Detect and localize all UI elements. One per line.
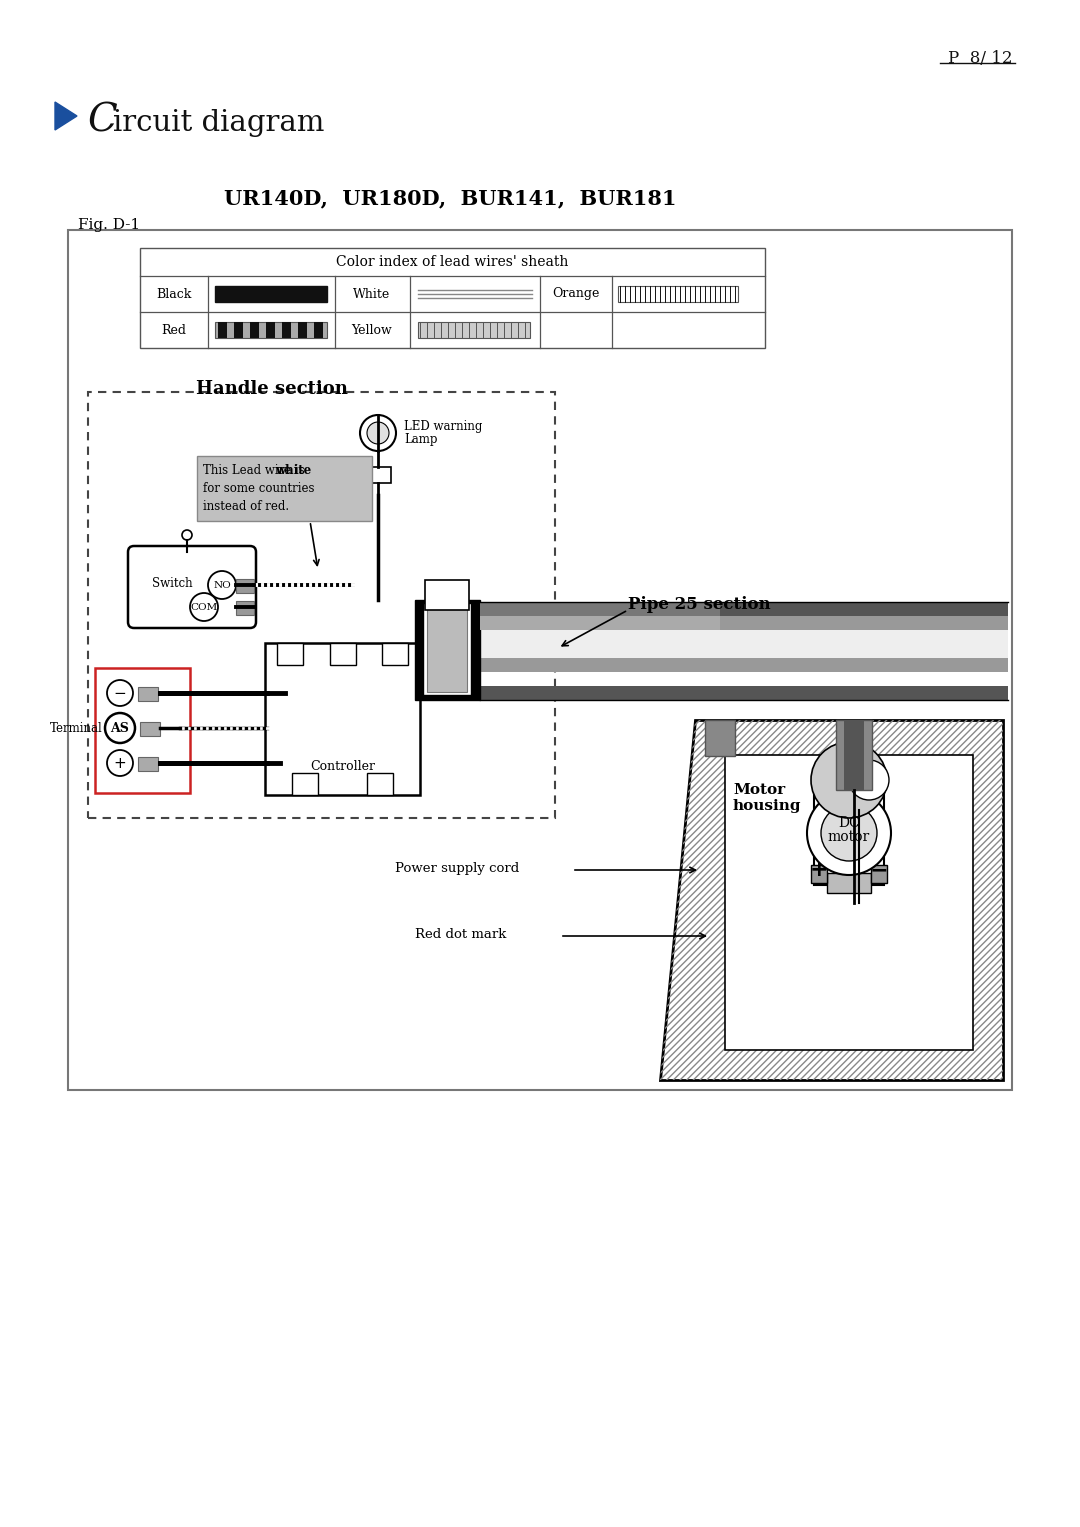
- Text: Controller: Controller: [310, 760, 375, 773]
- Text: C: C: [87, 102, 117, 139]
- Text: motor: motor: [828, 831, 870, 844]
- FancyBboxPatch shape: [129, 547, 256, 628]
- Text: Terminal: Terminal: [51, 721, 103, 734]
- Bar: [418, 322, 530, 337]
- Bar: [87, 392, 555, 818]
- Bar: [480, 631, 1008, 658]
- Bar: [836, 721, 872, 789]
- Text: Fig. D-1: Fig. D-1: [78, 218, 140, 232]
- Bar: [314, 322, 323, 337]
- Bar: [276, 643, 303, 664]
- Text: ircuit diagram: ircuit diagram: [113, 108, 324, 137]
- Text: Color index of lead wires' sheath: Color index of lead wires' sheath: [336, 255, 569, 269]
- Text: White: White: [353, 287, 391, 301]
- Bar: [282, 322, 291, 337]
- Text: AS: AS: [110, 721, 130, 734]
- Circle shape: [849, 760, 889, 800]
- Bar: [367, 773, 393, 796]
- Bar: [298, 322, 307, 337]
- Circle shape: [821, 805, 877, 861]
- Bar: [266, 322, 275, 337]
- Text: DC: DC: [838, 815, 860, 831]
- Bar: [218, 322, 227, 337]
- Bar: [480, 615, 720, 631]
- FancyBboxPatch shape: [197, 457, 372, 521]
- Text: LED warning: LED warning: [404, 420, 483, 434]
- PathPatch shape: [660, 721, 1003, 1080]
- Polygon shape: [55, 102, 77, 130]
- Bar: [95, 667, 190, 793]
- Bar: [365, 467, 391, 483]
- Circle shape: [190, 592, 218, 621]
- Bar: [265, 643, 420, 796]
- Circle shape: [208, 571, 237, 599]
- Text: NO: NO: [213, 580, 231, 589]
- Bar: [140, 722, 160, 736]
- Bar: [138, 687, 158, 701]
- Text: P  8/ 12: P 8/ 12: [947, 50, 1012, 67]
- Text: white: white: [275, 464, 311, 476]
- Circle shape: [105, 713, 135, 744]
- Bar: [480, 658, 1008, 672]
- Bar: [870, 864, 887, 883]
- Bar: [427, 608, 467, 692]
- Text: COM: COM: [190, 603, 218, 611]
- Bar: [811, 864, 827, 883]
- Text: Lamp: Lamp: [404, 434, 437, 446]
- Bar: [843, 721, 864, 789]
- Bar: [480, 602, 720, 615]
- Bar: [237, 579, 254, 592]
- Bar: [814, 776, 885, 886]
- Text: Power supply cord: Power supply cord: [395, 863, 519, 875]
- Bar: [382, 643, 408, 664]
- Text: −: −: [113, 686, 126, 701]
- Bar: [138, 757, 158, 771]
- Circle shape: [107, 680, 133, 705]
- Text: +: +: [810, 860, 828, 880]
- Bar: [292, 773, 318, 796]
- Text: Switch: Switch: [151, 577, 192, 589]
- Text: Orange: Orange: [552, 287, 599, 301]
- Bar: [215, 286, 327, 302]
- Bar: [725, 754, 973, 1051]
- Text: Red dot mark: Red dot mark: [415, 928, 507, 941]
- Bar: [215, 322, 327, 337]
- Bar: [480, 615, 1008, 631]
- Text: +: +: [113, 756, 126, 771]
- Bar: [480, 602, 1008, 615]
- Text: Handle section: Handle section: [197, 380, 348, 399]
- Bar: [330, 643, 356, 664]
- Bar: [237, 602, 254, 615]
- Text: Yellow: Yellow: [352, 324, 392, 336]
- Bar: [234, 322, 243, 337]
- Bar: [415, 600, 480, 699]
- Text: −: −: [869, 860, 889, 880]
- Bar: [68, 231, 1012, 1090]
- Text: Motor: Motor: [733, 783, 785, 797]
- Circle shape: [360, 415, 396, 450]
- Bar: [423, 603, 471, 695]
- Text: UR140D,  UR180D,  BUR141,  BUR181: UR140D, UR180D, BUR141, BUR181: [224, 188, 676, 208]
- Bar: [827, 873, 870, 893]
- Circle shape: [807, 791, 891, 875]
- Circle shape: [811, 742, 887, 818]
- Bar: [480, 686, 1008, 699]
- Circle shape: [183, 530, 192, 541]
- Text: This Lead wire is: This Lead wire is: [203, 464, 309, 476]
- Text: Red: Red: [162, 324, 187, 336]
- Text: Pipe 25 section: Pipe 25 section: [627, 596, 771, 612]
- Bar: [618, 286, 738, 302]
- Circle shape: [367, 421, 389, 444]
- Circle shape: [107, 750, 133, 776]
- Bar: [249, 322, 259, 337]
- Text: for some countries: for some countries: [203, 483, 314, 495]
- Bar: [426, 580, 469, 609]
- Text: Black: Black: [157, 287, 191, 301]
- Text: housing: housing: [733, 799, 801, 812]
- Text: instead of red.: instead of red.: [203, 499, 289, 513]
- Bar: [140, 247, 765, 348]
- Bar: [705, 721, 735, 756]
